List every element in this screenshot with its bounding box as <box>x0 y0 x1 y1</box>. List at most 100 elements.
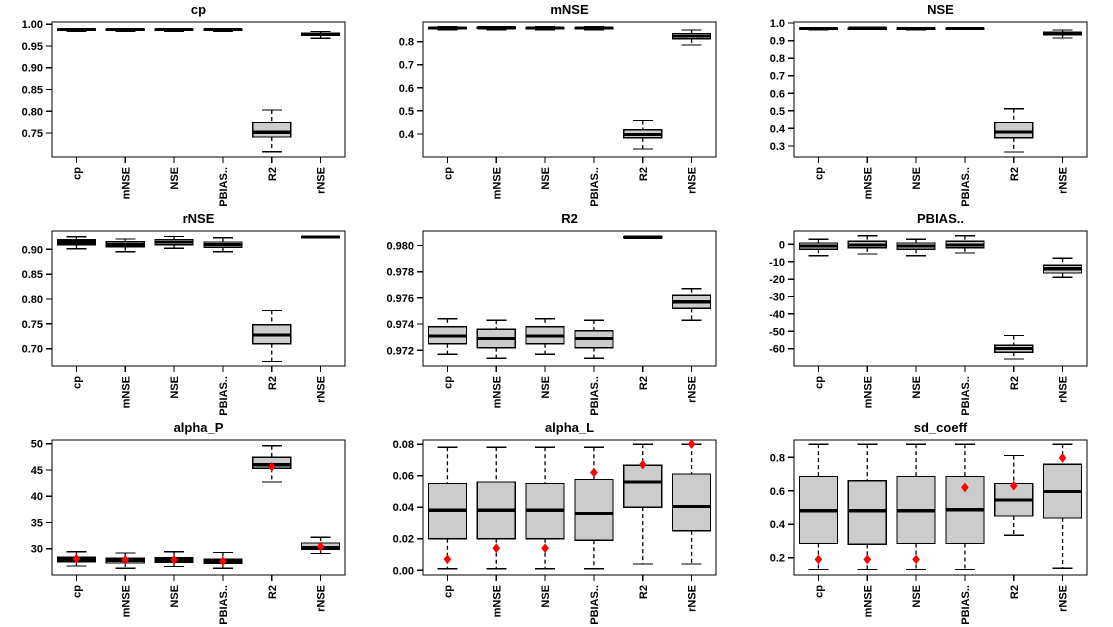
y-tick-label: 0.90 <box>22 244 43 256</box>
x-tick-label: PBIAS.. <box>589 376 601 416</box>
x-tick-label: R2 <box>267 376 279 390</box>
y-tick-label: 0.3 <box>770 141 785 153</box>
chart-sd_coeff: sd_coeff 0.2 0.4 0.6 0.8 cp mNSE NSE PBIAS.. R2 rN… <box>742 418 1113 627</box>
y-tick-label: 1.00 <box>22 19 43 31</box>
x-tick-label: NSE <box>540 167 552 190</box>
mean-point <box>219 556 227 567</box>
mean-point <box>72 553 81 564</box>
plot-border <box>793 439 1088 576</box>
x-tick-label: mNSE <box>120 585 132 617</box>
box <box>574 478 614 541</box>
chart-title: alpha_P <box>174 420 224 435</box>
chart-title: sd_coeff <box>914 420 968 435</box>
mean-point <box>1058 453 1067 463</box>
x-tick-label: PBIAS.. <box>589 167 601 207</box>
mean-point <box>590 467 598 478</box>
y-tick-label: 45 <box>31 465 43 477</box>
x-tick-label: PBIAS.. <box>960 376 972 416</box>
box <box>623 464 663 508</box>
chart-title: PBIAS.. <box>917 211 964 226</box>
plot-border <box>51 21 346 158</box>
y-tick-label: 0.2 <box>770 553 785 565</box>
y-tick-label: 0.980 <box>386 240 414 252</box>
y-tick-label: 40 <box>31 491 43 503</box>
x-tick-label: cp <box>442 585 454 598</box>
y-tick-label: 0.90 <box>22 63 43 75</box>
y-tick-label: -60 <box>769 344 785 356</box>
boxplot-svg: sd_coeff 0.2 0.4 0.6 0.8 cp mNSE NSE PBIAS.. R2 rN… <box>770 420 1088 625</box>
x-tick-label: mNSE <box>862 167 874 199</box>
boxplot-svg: mNSE 0.4 0.5 0.6 0.7 0.8 cp mNSE NSE PBIAS.. R2 rNS… <box>399 2 717 207</box>
plot-border <box>51 230 346 367</box>
y-tick-label: 30 <box>31 544 43 556</box>
mean-point <box>492 543 501 553</box>
y-tick-label: 0.5 <box>399 106 414 118</box>
mean-point <box>912 554 920 565</box>
x-tick-label: cp <box>813 585 825 598</box>
x-tick-label: PBIAS.. <box>218 376 230 416</box>
chart-title: rNSE <box>183 211 215 226</box>
mean-point <box>863 554 872 565</box>
x-tick-label: NSE <box>540 376 552 399</box>
y-tick-label: 0.976 <box>386 293 414 305</box>
mean-point <box>1009 480 1018 491</box>
x-tick-label: mNSE <box>491 585 503 617</box>
y-tick-label: 0.4 <box>770 519 786 531</box>
x-tick-label: rNSE <box>687 376 699 403</box>
box <box>671 473 712 532</box>
mean-point <box>638 459 647 470</box>
mean-point <box>687 439 696 449</box>
chart-title: alpha_L <box>545 420 594 435</box>
x-tick-label: cp <box>442 167 454 180</box>
boxplot-svg: R2 0.972 0.974 0.976 0.978 0.980 cp mNSE NSE PBIA… <box>386 211 717 416</box>
y-tick-label: 0.8 <box>770 53 785 65</box>
x-tick-label: mNSE <box>862 585 874 617</box>
y-tick-label: -50 <box>769 326 785 338</box>
x-tick-label: NSE <box>169 585 181 608</box>
x-tick-label: NSE <box>911 167 923 190</box>
y-tick-label: 0.7 <box>770 71 785 83</box>
box <box>994 121 1034 139</box>
chart-NSE: NSE 0.3 0.4 0.5 0.6 0.7 0.8 0.9 1.0 cp mNSE NSE PBIA… <box>742 0 1113 209</box>
x-tick-label: rNSE <box>316 585 328 612</box>
y-tick-label: 0.95 <box>22 41 43 53</box>
x-tick-label: rNSE <box>687 167 699 194</box>
boxplot-svg: cp 0.75 0.80 0.85 0.90 0.95 1.00 cp mNSE NSE PBIAS… <box>22 2 346 207</box>
chart-rNSE: rNSE 0.70 0.75 0.80 0.85 0.90 cp mNSE NSE PBIAS..… <box>0 209 371 418</box>
y-tick-label: 0.6 <box>770 88 785 100</box>
x-tick-label: mNSE <box>120 376 132 408</box>
y-tick-label: 0.75 <box>22 128 43 140</box>
y-tick-label: 0.978 <box>386 267 414 279</box>
x-tick-label: mNSE <box>120 167 132 199</box>
x-tick-label: rNSE <box>687 585 699 612</box>
boxplot-svg: PBIAS.. -60 -50 -40 -30 -20 -10 0 cp mNSE NSE PBIAS… <box>769 211 1088 416</box>
plot-border <box>422 21 717 158</box>
y-tick-label: 0.02 <box>393 534 414 546</box>
chart-title: NSE <box>927 2 954 17</box>
x-tick-label: cp <box>442 376 454 389</box>
y-tick-label: 50 <box>31 439 43 451</box>
boxplot-svg: NSE 0.3 0.4 0.5 0.6 0.7 0.8 0.9 1.0 cp mNSE NSE PBIA… <box>770 2 1088 207</box>
y-tick-label: 0.974 <box>386 319 414 331</box>
chart-alpha_L: alpha_L 0.00 0.02 0.04 0.06 0.08 cp mNSE NSE PBIA… <box>371 418 742 627</box>
x-tick-label: cp <box>71 167 83 180</box>
y-tick-label: 0.8 <box>399 37 414 49</box>
plot-border <box>422 230 717 367</box>
y-tick-label: 0.06 <box>393 471 414 483</box>
x-tick-label: R2 <box>1009 585 1021 599</box>
y-tick-label: 0.4 <box>399 129 415 141</box>
y-tick-label: 35 <box>31 517 43 529</box>
y-tick-label: 0.972 <box>386 345 414 357</box>
y-tick-label: 0.7 <box>399 60 414 72</box>
chart-cp: cp 0.75 0.80 0.85 0.90 0.95 1.00 cp mNSE NSE PBIAS… <box>0 0 371 209</box>
x-tick-label: rNSE <box>1058 376 1070 403</box>
x-tick-label: R2 <box>638 585 650 599</box>
x-tick-label: R2 <box>638 376 650 390</box>
x-tick-label: R2 <box>1009 167 1021 181</box>
plot-border <box>793 230 1088 367</box>
chart-PBIAS..: PBIAS.. -60 -50 -40 -30 -20 -10 0 cp mNSE NSE PBIAS… <box>742 209 1113 418</box>
x-tick-label: cp <box>71 585 83 598</box>
mean-point <box>316 541 325 552</box>
x-tick-label: PBIAS.. <box>218 585 230 625</box>
y-tick-label: 0.75 <box>22 319 43 331</box>
